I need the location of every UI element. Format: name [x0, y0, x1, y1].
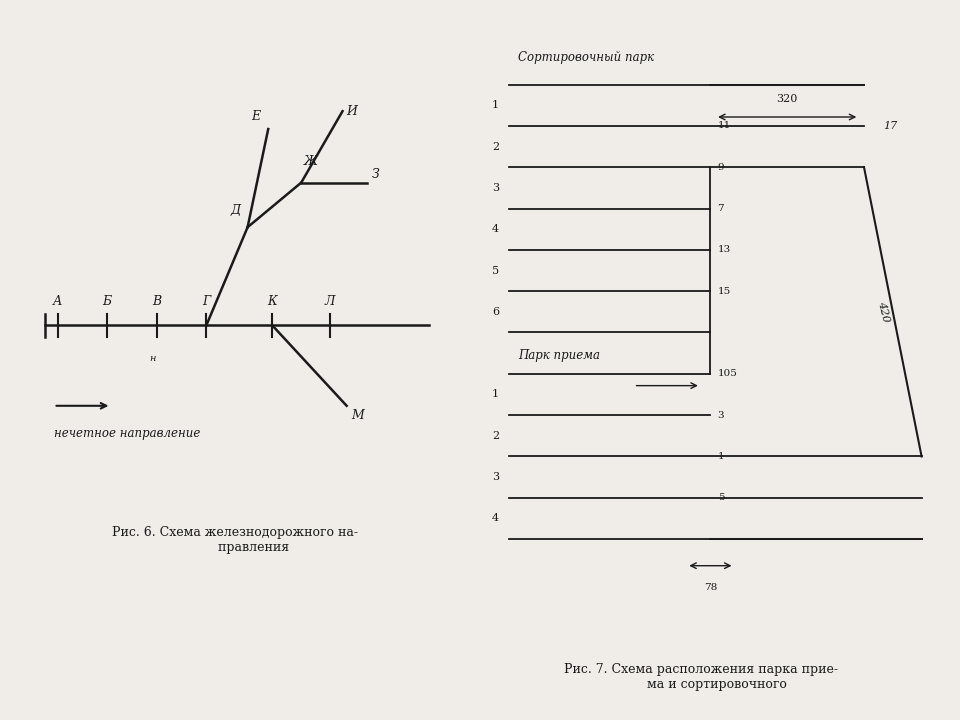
- Text: З: З: [372, 168, 379, 181]
- Text: 5: 5: [492, 266, 499, 276]
- Text: 7: 7: [717, 204, 724, 213]
- Text: 2: 2: [492, 142, 499, 151]
- Text: Л: Л: [324, 294, 335, 307]
- Text: н: н: [150, 354, 156, 363]
- Text: М: М: [350, 409, 364, 422]
- Text: Парк приема: Парк приема: [518, 349, 600, 362]
- Text: 1: 1: [492, 100, 499, 110]
- Text: 5: 5: [717, 493, 724, 503]
- Text: Сортировочный парк: Сортировочный парк: [518, 51, 655, 64]
- Text: 11: 11: [717, 122, 731, 130]
- Text: Рис. 7. Схема расположения парка прие-
        ма и сортировочного: Рис. 7. Схема расположения парка прие- м…: [564, 663, 838, 691]
- Text: 9: 9: [717, 163, 724, 171]
- Text: Б: Б: [103, 294, 111, 307]
- Text: Рис. 6. Схема железнодорожного на-
         правления: Рис. 6. Схема железнодорожного на- правл…: [112, 526, 358, 554]
- Text: Г: Г: [203, 294, 210, 307]
- Text: 6: 6: [492, 307, 499, 317]
- Text: 3: 3: [492, 183, 499, 193]
- Text: 4: 4: [492, 513, 499, 523]
- Text: 320: 320: [777, 94, 798, 104]
- Text: 420: 420: [876, 300, 891, 323]
- Text: В: В: [153, 294, 161, 307]
- Text: 1: 1: [492, 390, 499, 400]
- Text: Ж: Ж: [303, 155, 318, 168]
- Text: 3: 3: [492, 472, 499, 482]
- Text: 78: 78: [704, 583, 717, 593]
- Text: 15: 15: [717, 287, 731, 296]
- Text: 105: 105: [717, 369, 737, 378]
- Text: Д: Д: [230, 204, 240, 217]
- Text: К: К: [268, 294, 277, 307]
- Text: 4: 4: [492, 224, 499, 234]
- Text: 17: 17: [883, 121, 898, 131]
- Text: 3: 3: [717, 410, 724, 420]
- Text: нечетное направление: нечетное направление: [54, 427, 200, 440]
- Text: 13: 13: [717, 246, 731, 254]
- Text: А: А: [53, 294, 62, 307]
- Text: И: И: [347, 104, 357, 117]
- Text: 1: 1: [717, 452, 724, 461]
- Text: Е: Е: [252, 110, 260, 123]
- Text: 2: 2: [492, 431, 499, 441]
